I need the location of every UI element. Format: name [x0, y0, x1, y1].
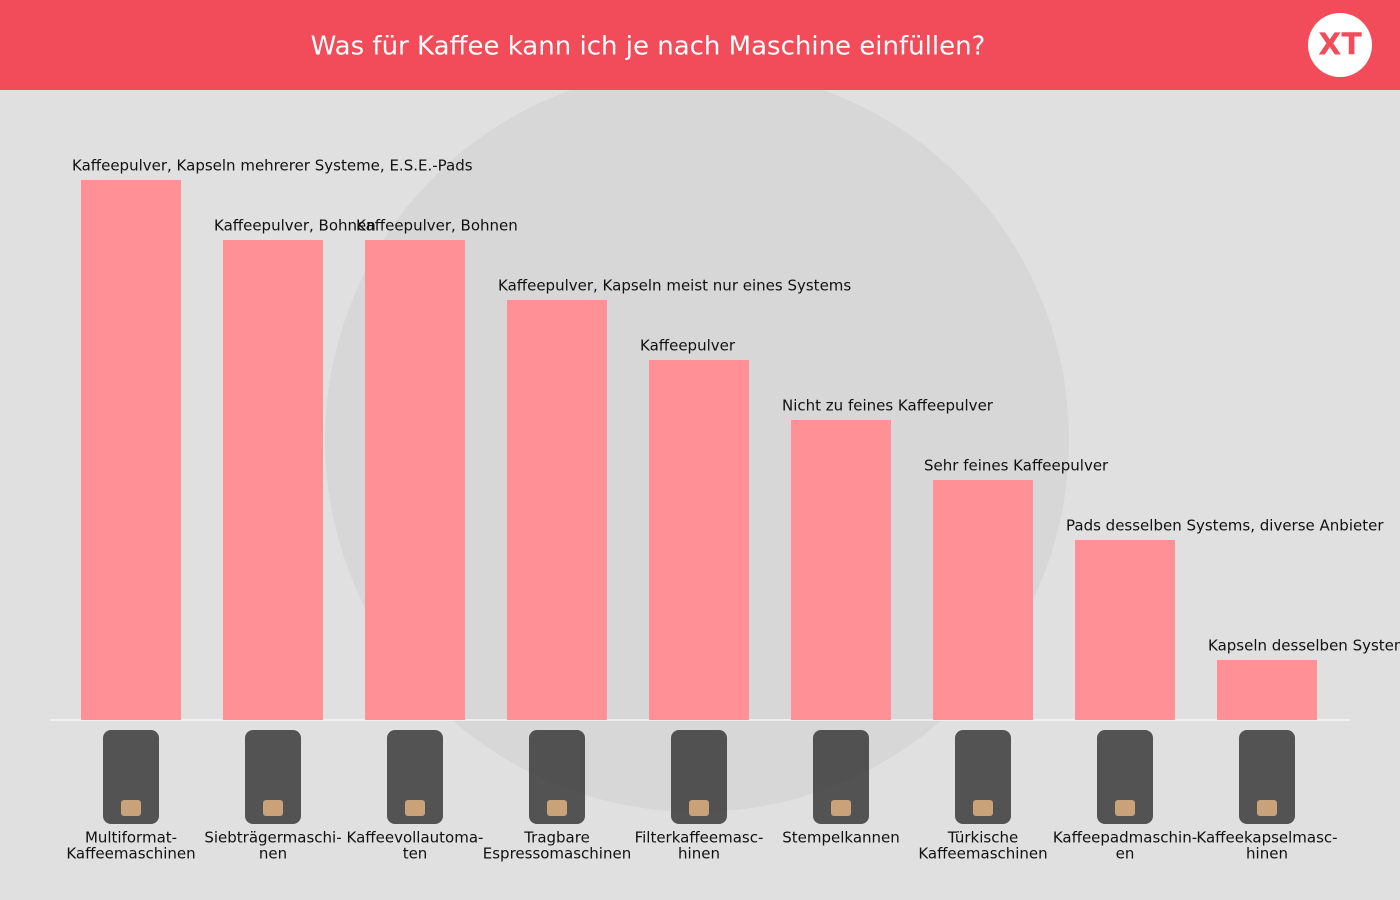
- product-icon-cup: [689, 800, 709, 816]
- product-icon: [103, 730, 159, 824]
- product-icon: [671, 730, 727, 824]
- bar-label: Kaffeepulver: [640, 337, 736, 355]
- bar-label: Kapseln desselben Systems: [1208, 637, 1400, 655]
- bar-label: Sehr feines Kaffeepulver: [924, 457, 1109, 475]
- x-tick-label: Stempelkannen: [782, 829, 900, 847]
- product-icon: [245, 730, 301, 824]
- bar: [1075, 540, 1175, 720]
- x-tick-label: Kaffeevollautoma-: [347, 829, 484, 847]
- x-tick-label: Multiformat-: [85, 829, 177, 847]
- x-tick-label: Kaffeemaschinen: [918, 845, 1047, 863]
- product-icon-cup: [973, 800, 993, 816]
- x-tick-label: Filterkaffeemasc-: [635, 829, 764, 847]
- chart-title: Was für Kaffee kann ich je nach Maschine…: [311, 32, 986, 62]
- bar: [791, 420, 891, 720]
- bar: [1217, 660, 1317, 720]
- bar-label: Kaffeepulver, Kapseln mehrerer Systeme, …: [72, 157, 473, 175]
- x-tick-label: Tragbare: [523, 829, 590, 847]
- x-tick-label: Espressomaschinen: [483, 845, 631, 863]
- product-icon: [1239, 730, 1295, 824]
- bar: [81, 180, 181, 720]
- product-icon-cup: [547, 800, 567, 816]
- x-tick-label: ten: [403, 845, 428, 863]
- product-icon-cup: [1115, 800, 1135, 816]
- product-icon: [813, 730, 869, 824]
- x-tick-label: en: [1116, 845, 1135, 863]
- product-icon: [955, 730, 1011, 824]
- bar: [933, 480, 1033, 720]
- x-tick-label: Siebträgermaschi-: [204, 829, 341, 847]
- x-tick-label: Kaffeemaschinen: [66, 845, 195, 863]
- x-tick-label: nen: [259, 845, 287, 863]
- x-tick-label: hinen: [1246, 845, 1288, 863]
- header: [0, 0, 1400, 90]
- bar-label: Nicht zu feines Kaffeepulver: [782, 397, 994, 415]
- logo: XT: [1318, 28, 1362, 63]
- product-icon-cup: [263, 800, 283, 816]
- bar: [223, 240, 323, 720]
- product-icon: [387, 730, 443, 824]
- logo-circle: [1308, 13, 1372, 77]
- bar-label: Kaffeepulver, Bohnen: [214, 217, 376, 235]
- x-tick-label: hinen: [678, 845, 720, 863]
- bar: [365, 240, 465, 720]
- product-icon-cup: [121, 800, 141, 816]
- product-icon-cup: [831, 800, 851, 816]
- bar-label: Pads desselben Systems, diverse Anbieter: [1066, 517, 1384, 535]
- bar-label: Kaffeepulver, Bohnen: [356, 217, 518, 235]
- x-tick-label: Kaffeepadmaschin-: [1053, 829, 1197, 847]
- bar-label: Kaffeepulver, Kapseln meist nur eines Sy…: [498, 277, 851, 295]
- bar: [649, 360, 749, 720]
- bar: [507, 300, 607, 720]
- x-tick-label: Kaffeekapselmasc-: [1196, 829, 1337, 847]
- product-icon-cup: [1257, 800, 1277, 816]
- x-tick-label: Türkische: [947, 829, 1018, 847]
- product-icon: [1097, 730, 1153, 824]
- product-icon-cup: [405, 800, 425, 816]
- product-icon: [529, 730, 585, 824]
